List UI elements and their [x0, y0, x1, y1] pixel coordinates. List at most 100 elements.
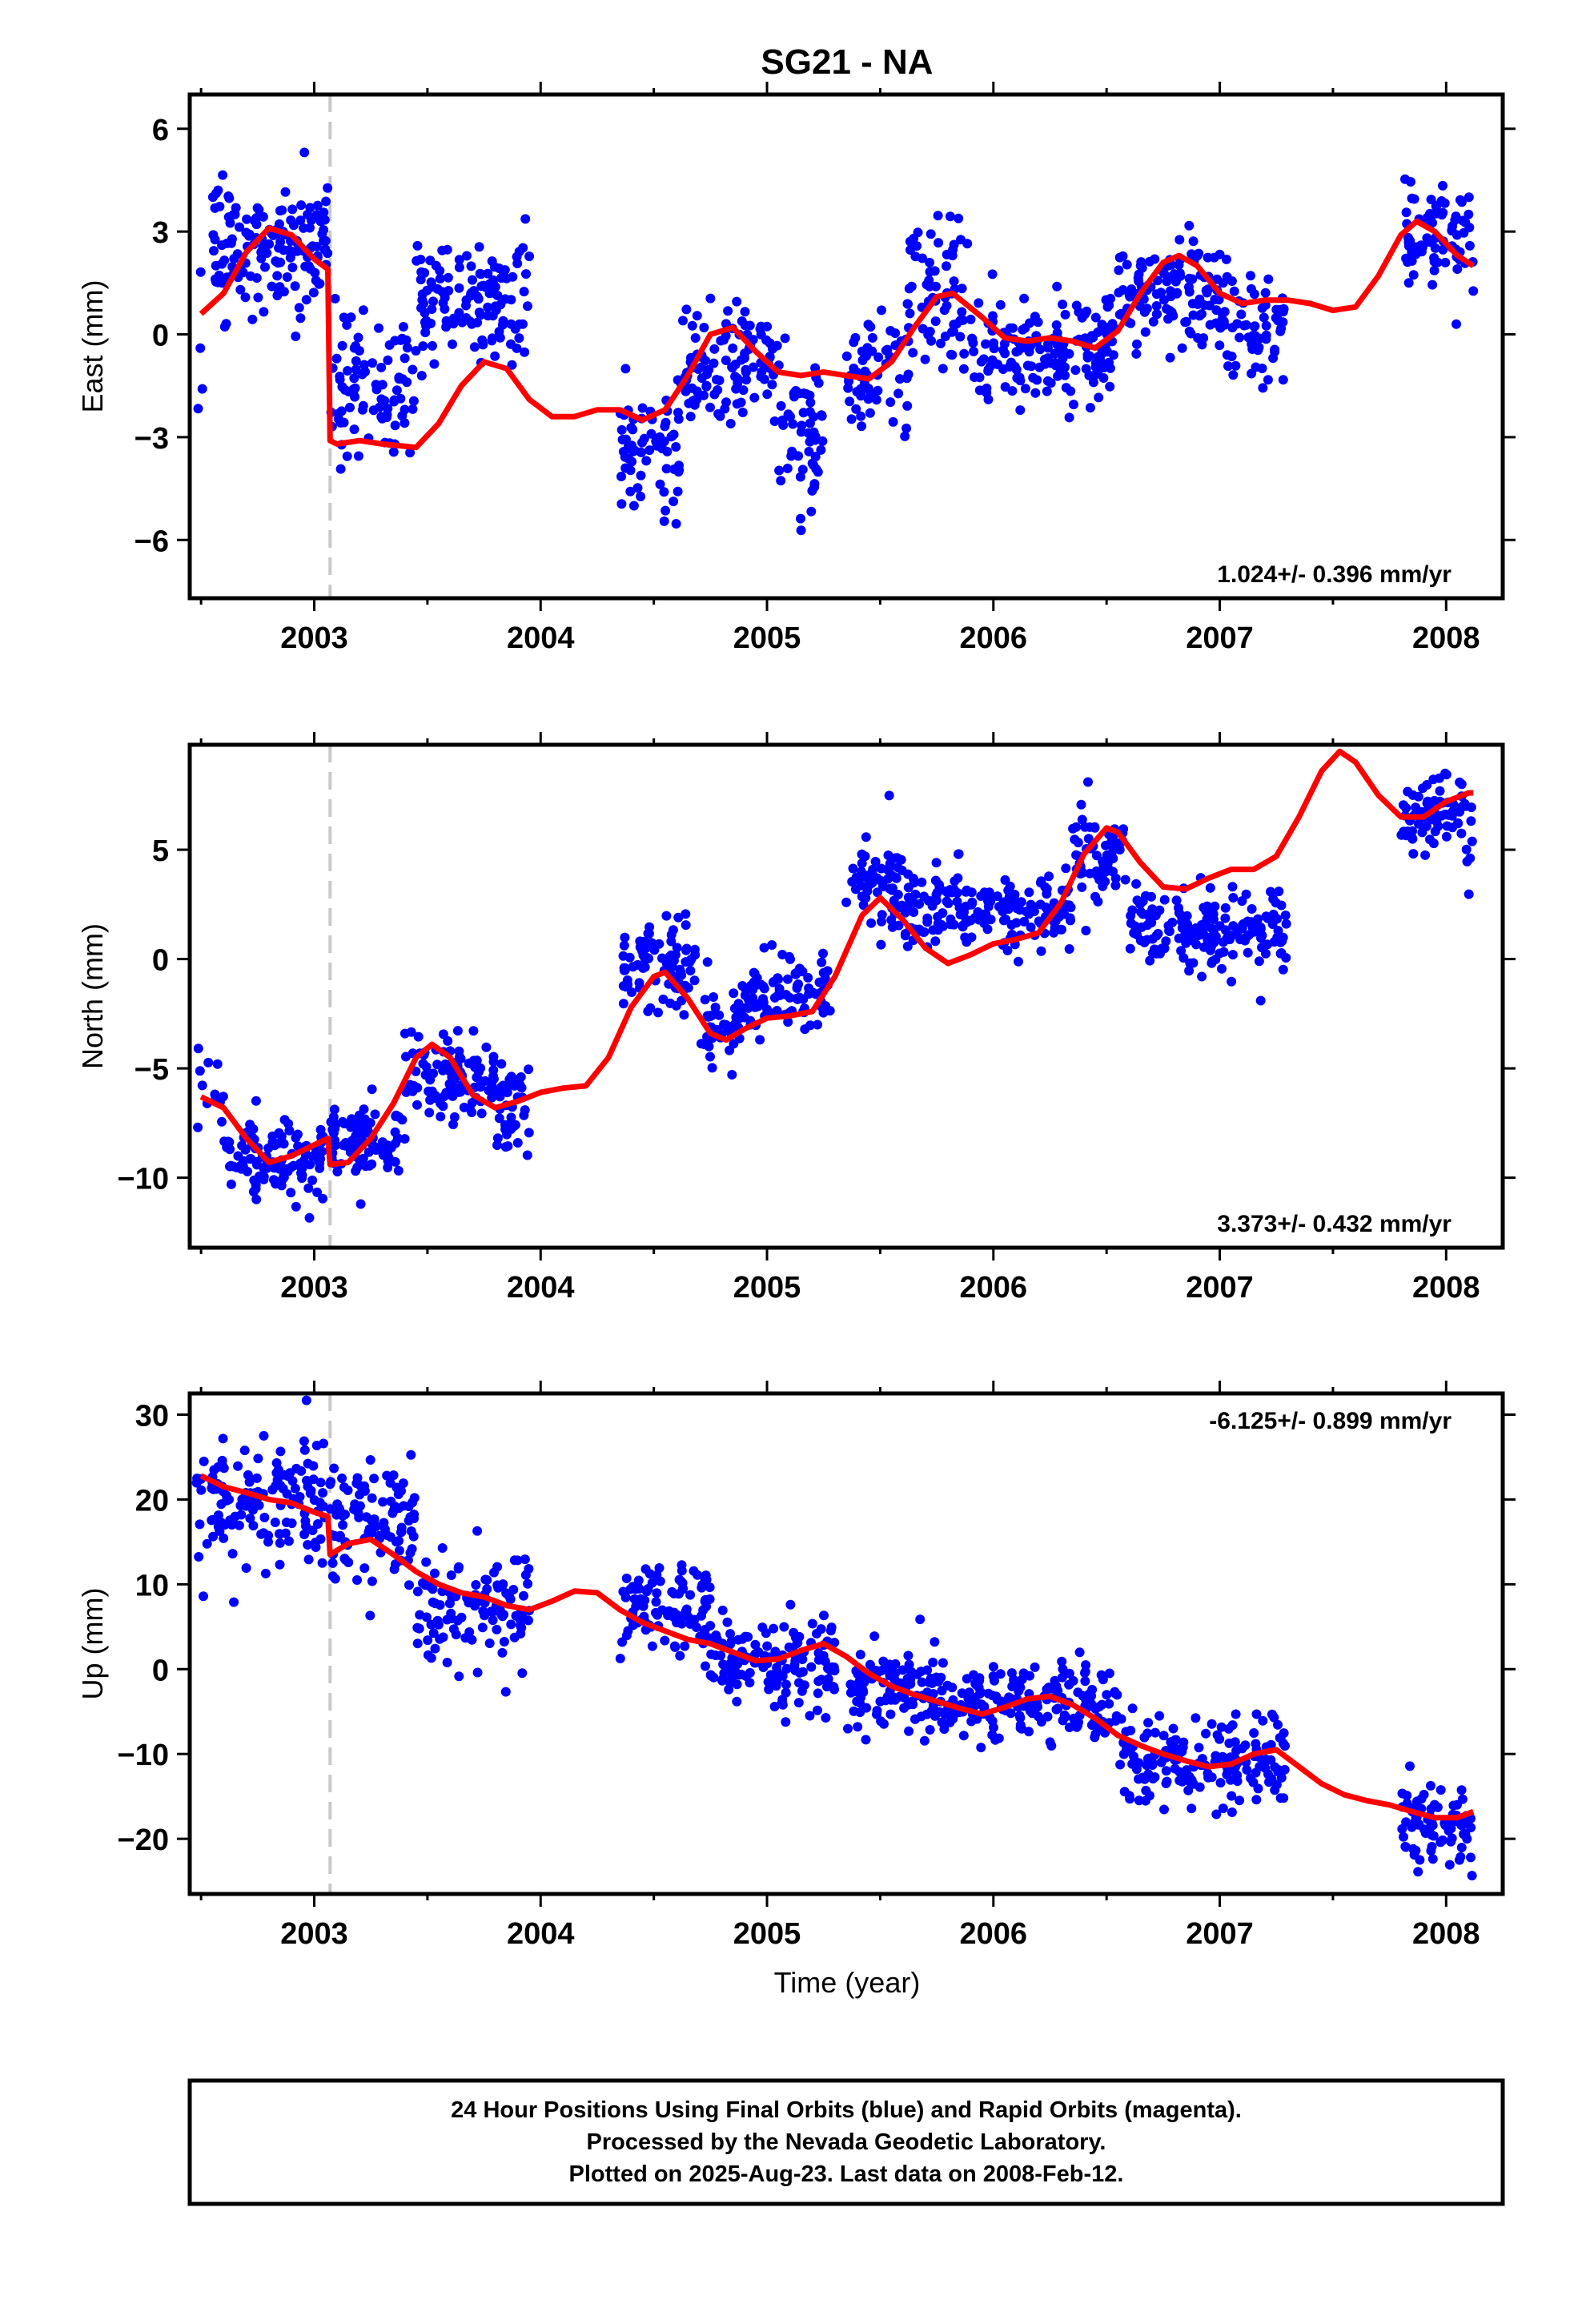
- data-point: [731, 384, 741, 394]
- data-point: [490, 301, 500, 312]
- data-point: [1150, 1727, 1160, 1738]
- data-point: [334, 1532, 344, 1542]
- data-point: [1206, 903, 1216, 913]
- data-point: [1165, 352, 1175, 363]
- data-point: [287, 204, 298, 215]
- x-tick-label: 2007: [1186, 1271, 1254, 1305]
- data-point: [308, 287, 319, 298]
- data-point: [954, 849, 963, 859]
- data-point: [1120, 875, 1130, 885]
- data-point: [1054, 911, 1064, 922]
- data-point: [296, 200, 307, 211]
- data-point: [962, 885, 972, 895]
- data-point: [1168, 1723, 1178, 1734]
- data-point: [1141, 891, 1150, 901]
- data-point: [1118, 824, 1129, 834]
- data-point: [982, 388, 992, 398]
- data-point: [1015, 1720, 1026, 1730]
- data-point: [364, 1526, 375, 1536]
- data-point: [780, 333, 790, 344]
- data-point: [966, 314, 976, 324]
- x-tick-label: 2006: [960, 621, 1028, 655]
- data-point: [1452, 319, 1461, 329]
- data-point: [406, 1449, 416, 1460]
- data-point: [727, 1070, 737, 1080]
- data-point: [1246, 283, 1256, 294]
- data-point: [212, 1059, 223, 1069]
- data-point: [1060, 309, 1070, 320]
- panel-3: 2003 2004 2005 2006 2007 2008 30 20 10 0 −10 −20 Up …: [76, 1381, 1516, 1951]
- data-point: [488, 333, 497, 344]
- data-point: [628, 962, 638, 972]
- data-point: [514, 319, 524, 329]
- data-point: [269, 1163, 279, 1173]
- data-point: [1146, 918, 1157, 928]
- data-point: [1064, 1723, 1074, 1732]
- data-point: [759, 943, 769, 953]
- data-point: [655, 1576, 665, 1586]
- data-point: [903, 299, 913, 309]
- data-point: [1082, 306, 1092, 316]
- data-point: [1239, 320, 1249, 331]
- data-point: [420, 328, 431, 338]
- data-point: [1058, 300, 1068, 310]
- data-point: [728, 343, 738, 353]
- data-point: [1185, 958, 1195, 968]
- data-point: [524, 1128, 534, 1138]
- data-point: [621, 1573, 632, 1583]
- data-point: [950, 1709, 960, 1719]
- data-point: [379, 1518, 389, 1528]
- data-point: [1428, 838, 1439, 849]
- data-point: [787, 446, 797, 456]
- data-point: [730, 372, 741, 382]
- data-point: [1061, 863, 1071, 874]
- data-point: [1447, 1833, 1457, 1844]
- data-point: [1052, 281, 1062, 292]
- data-point: [1423, 796, 1433, 806]
- data-point: [1151, 301, 1162, 311]
- data-point: [893, 890, 903, 900]
- data-point: [454, 1671, 464, 1682]
- data-point: [1415, 1855, 1425, 1865]
- data-point: [1066, 915, 1075, 926]
- data-point: [245, 1120, 255, 1130]
- panel-2: 2003 2004 2005 2006 2007 2008 5 0 −5 −10 North (mm…: [76, 732, 1516, 1305]
- data-point: [1019, 293, 1030, 304]
- data-point: [354, 346, 364, 356]
- data-point: [367, 1084, 377, 1095]
- data-point: [933, 911, 943, 922]
- data-point: [790, 968, 801, 979]
- data-point: [1093, 367, 1103, 377]
- data-point: [636, 492, 646, 501]
- data-point: [371, 1145, 381, 1155]
- data-point: [620, 963, 630, 973]
- data-point: [917, 324, 928, 334]
- data-point: [1139, 937, 1150, 947]
- data-point: [431, 260, 441, 271]
- data-point: [792, 993, 802, 1003]
- data-point: [1431, 200, 1442, 211]
- data-point: [425, 1582, 436, 1592]
- data-point: [1141, 1785, 1151, 1795]
- footer-line-1: 24 Hour Positions Using Final Orbits (bl…: [451, 2097, 1242, 2123]
- data-point: [668, 431, 678, 441]
- data-point: [930, 936, 941, 947]
- x-tick-label: 2003: [280, 1917, 348, 1951]
- data-point: [411, 346, 421, 356]
- data-point: [655, 479, 665, 489]
- data-point: [1171, 895, 1182, 906]
- data-point: [890, 328, 901, 338]
- data-point: [1098, 856, 1108, 866]
- data-point: [504, 1074, 515, 1084]
- data-point: [1426, 1780, 1435, 1791]
- data-point: [1467, 836, 1477, 846]
- data-point: [490, 351, 500, 361]
- data-point: [295, 1492, 305, 1502]
- data-point: [235, 222, 244, 232]
- data-point: [357, 404, 367, 415]
- data-point: [1184, 273, 1195, 283]
- data-point: [666, 930, 677, 940]
- data-point: [1185, 1773, 1195, 1783]
- data-point: [681, 943, 692, 954]
- data-point: [893, 862, 903, 873]
